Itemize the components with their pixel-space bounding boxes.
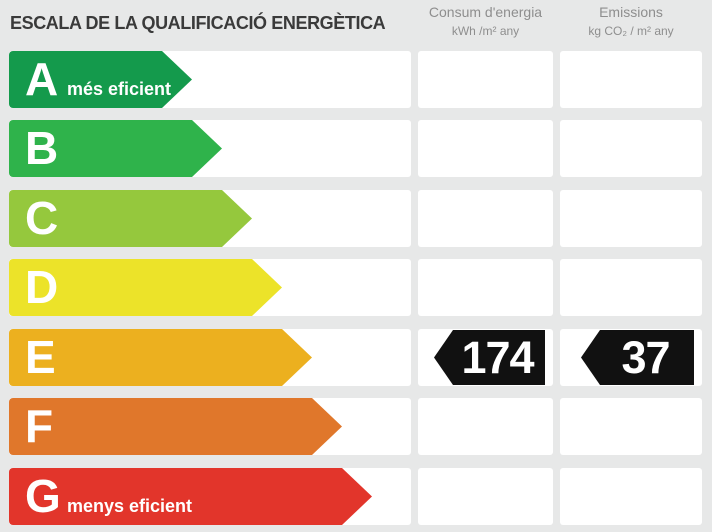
emissions-value-arrow: 37 xyxy=(581,330,694,385)
rating-letter-d: D xyxy=(25,260,59,313)
consumption-header-unit: kWh /m² any xyxy=(451,24,520,38)
emissions-header-title: Emissions xyxy=(599,4,663,20)
rating-letter-c: C xyxy=(25,191,59,244)
rating-scale-cell-a: A més eficient xyxy=(9,51,411,108)
rating-scale-cell-b: B xyxy=(9,120,411,177)
rating-row-c: C xyxy=(0,190,712,247)
emissions-cell-b xyxy=(560,120,702,177)
rating-arrow-c: C xyxy=(9,190,252,247)
emissions-cell-c xyxy=(560,190,702,247)
rating-row-g: G menys eficient xyxy=(0,468,712,525)
page-title: ESCALA DE LA QUALIFICACIÓ ENERGÈTICA xyxy=(10,13,386,33)
rating-arrow-f: F xyxy=(9,398,342,455)
rating-note-least-efficient: menys eficient xyxy=(67,496,193,516)
rating-arrow-a: A més eficient xyxy=(9,51,192,108)
rating-letter-e: E xyxy=(25,330,56,383)
emissions-cell-g xyxy=(560,468,702,525)
rating-row-d: D xyxy=(0,259,712,316)
consumption-cell-c xyxy=(418,190,553,247)
rating-scale-cell-d: D xyxy=(9,259,411,316)
emissions-header-unit: kg CO₂ / m² any xyxy=(588,24,674,38)
rating-scale-cell-e: E xyxy=(9,329,411,386)
consumption-cell-a xyxy=(418,51,553,108)
rating-letter-g: G xyxy=(25,469,61,522)
rating-letter-f: F xyxy=(25,399,54,452)
rating-letter-b: B xyxy=(25,121,59,174)
consumption-value-arrow: 174 xyxy=(434,330,545,385)
rating-arrow-d: D xyxy=(9,259,282,316)
rating-scale-cell-f: F xyxy=(9,398,411,455)
consumption-cell-f xyxy=(418,398,553,455)
rating-row-a: A més eficient xyxy=(0,51,712,108)
rating-scale-cell-g: G menys eficient xyxy=(9,468,411,525)
rating-letter-a: A xyxy=(25,52,59,105)
consumption-cell-b xyxy=(418,120,553,177)
consumption-cell-d xyxy=(418,259,553,316)
consumption-value: 174 xyxy=(461,332,534,383)
column-header-emissions: Emissions kg CO₂ / m² any xyxy=(560,4,702,38)
emissions-cell-d xyxy=(560,259,702,316)
column-header-consumption: Consum d'energia kWh /m² any xyxy=(418,4,553,38)
rating-row-f: F xyxy=(0,398,712,455)
rating-note-most-efficient: més eficient xyxy=(67,79,172,99)
rating-row-e: E 174 37 xyxy=(0,329,712,386)
emissions-cell-a xyxy=(560,51,702,108)
rating-arrow-g: G menys eficient xyxy=(9,468,372,525)
rating-row-b: B xyxy=(0,120,712,177)
consumption-cell-g xyxy=(418,468,553,525)
emissions-cell-e: 37 xyxy=(560,329,702,386)
consumption-header-title: Consum d'energia xyxy=(428,4,543,20)
consumption-cell-e: 174 xyxy=(418,329,553,386)
rating-arrow-b: B xyxy=(9,120,222,177)
rating-arrow-e: E xyxy=(9,329,312,386)
emissions-cell-f xyxy=(560,398,702,455)
rating-scale-cell-c: C xyxy=(9,190,411,247)
emissions-value: 37 xyxy=(621,332,670,383)
